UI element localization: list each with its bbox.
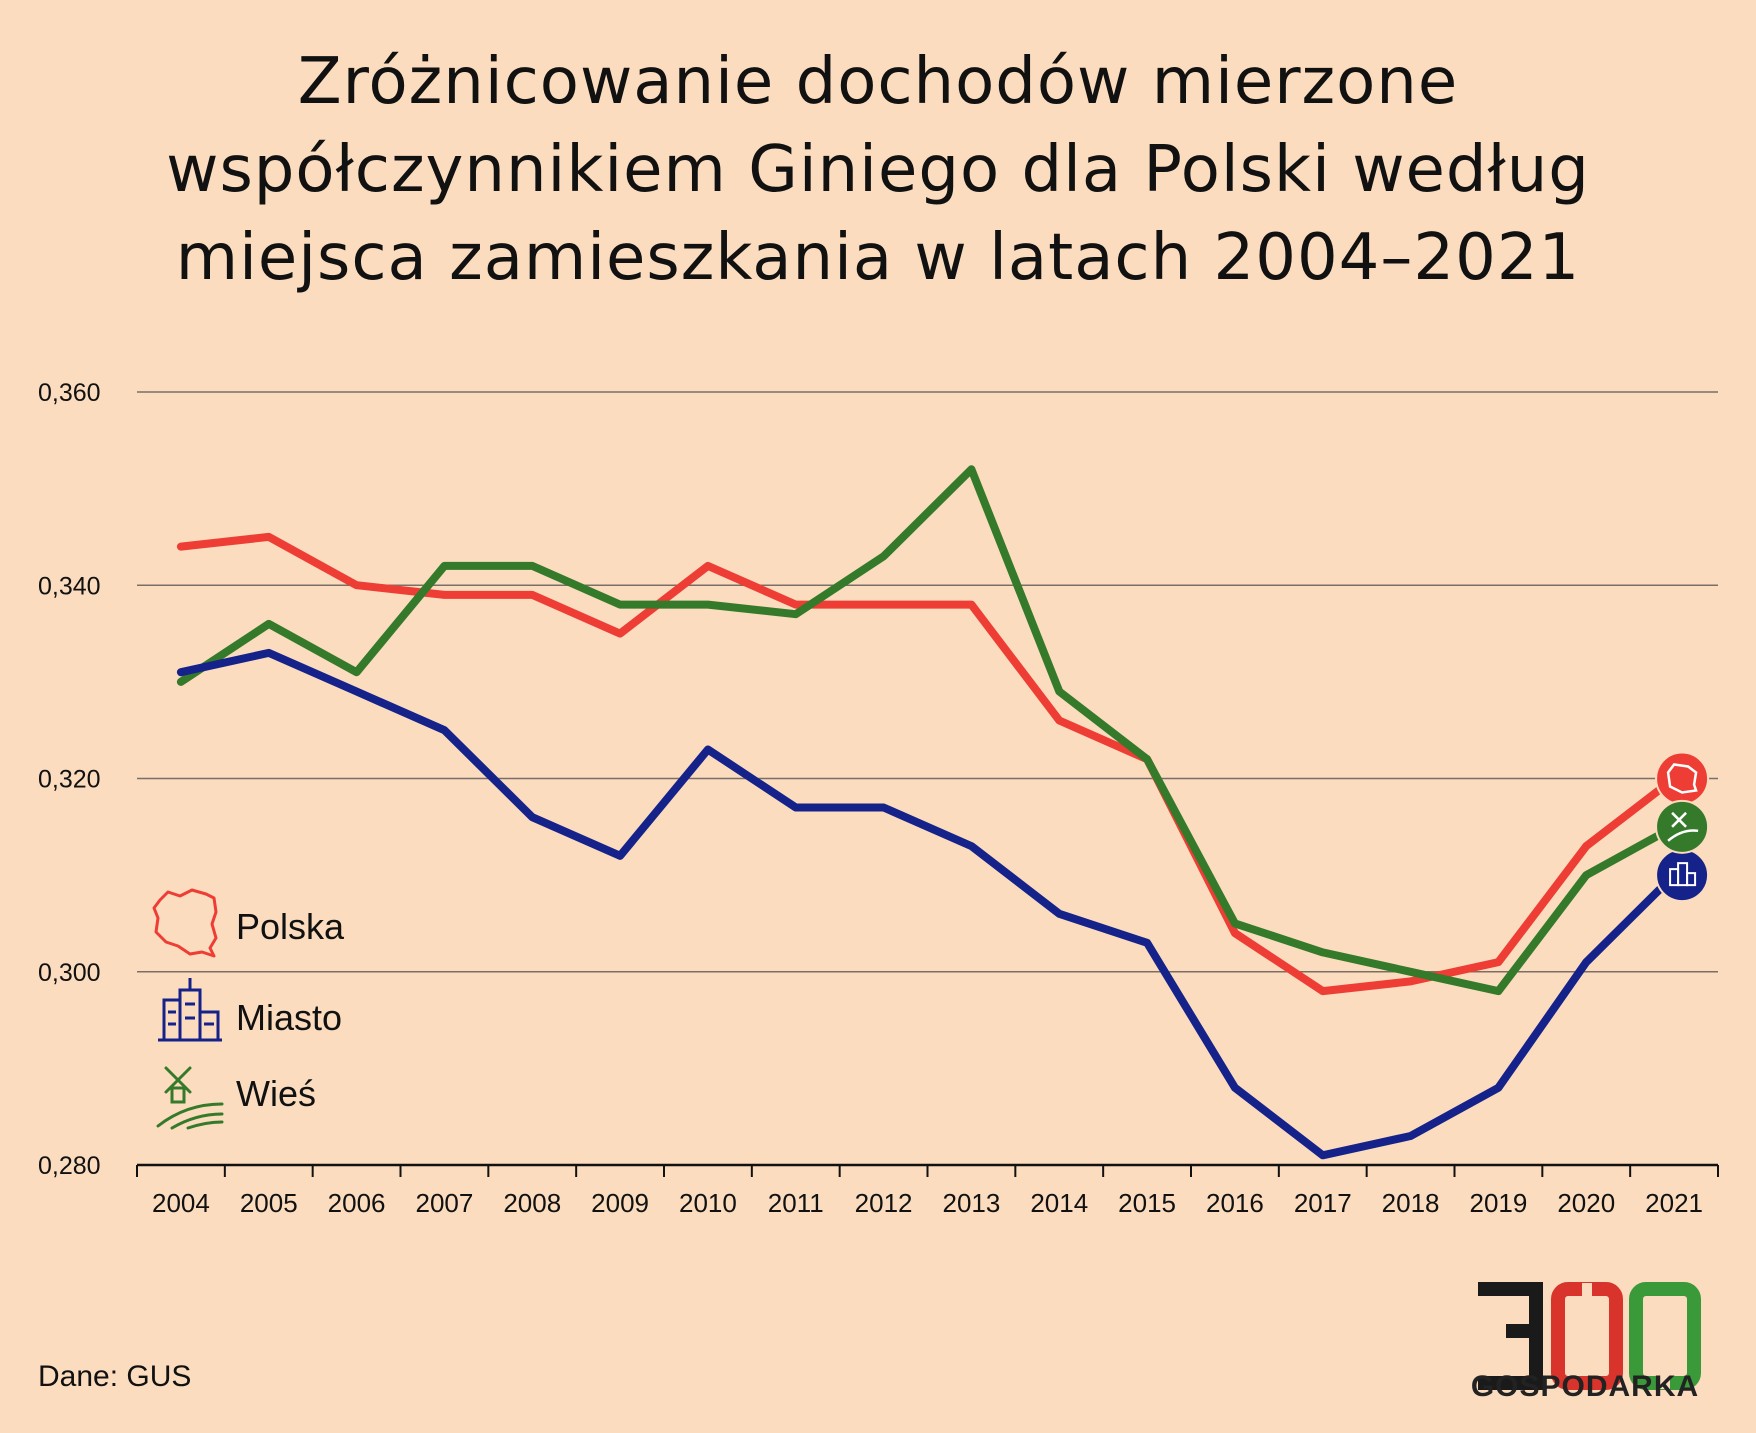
x-tick-label: 2012 [855, 1188, 913, 1218]
legend-item-wies: Wieś [156, 1066, 316, 1130]
y-tick-label: 0,320 [38, 766, 101, 794]
legend-label-wies: Wieś [236, 1073, 316, 1114]
x-tick-label: 2015 [1118, 1188, 1176, 1218]
x-tick-label: 2005 [240, 1188, 298, 1218]
title-line-2: współczynnikiem Giniego dla Polski wedłu… [166, 133, 1590, 207]
x-tick-label: 2008 [503, 1188, 561, 1218]
series-lines [176, 465, 1679, 1160]
y-tick-label: 0,280 [38, 1152, 101, 1180]
x-tick-label: 2010 [679, 1188, 737, 1218]
x-tick-label: 2014 [1030, 1188, 1088, 1218]
series-line-0 [176, 532, 1679, 996]
gridlines [137, 391, 1718, 973]
logo-subtitle: GOSPODARKA [1470, 1370, 1700, 1403]
poland-map-icon [152, 888, 218, 958]
logo-300-gospodarka [1478, 1282, 1701, 1390]
x-axis: 2004 2005 2006 2007 2008 2009 2010 2011 2012 2013… [136, 1163, 1719, 1218]
x-tick-label: 2007 [415, 1188, 473, 1218]
data-source: Dane: GUS [38, 1360, 192, 1393]
legend-item-polska: Polska [152, 888, 345, 958]
x-tick-label: 2019 [1469, 1188, 1527, 1218]
y-tick-label: 0,340 [38, 572, 101, 600]
x-tick-label: 2017 [1294, 1188, 1352, 1218]
windmill-field-icon [156, 1066, 224, 1130]
x-tick-label: 2004 [152, 1188, 210, 1218]
chart-title: Zróżnicowanie dochodów mierzone współczy… [0, 38, 1756, 302]
legend-item-miasto: Miasto [158, 978, 342, 1042]
x-tick-label: 2016 [1206, 1188, 1264, 1218]
legend-label-miasto: Miasto [236, 997, 342, 1038]
city-buildings-icon [158, 978, 222, 1042]
end-marker-poland-map-icon [1655, 751, 1710, 806]
legend: Polska Miasto [152, 888, 345, 1130]
x-tick-label: 2006 [328, 1188, 386, 1218]
end-marker-windmill-field-icon [1655, 799, 1710, 854]
y-tick-label: 0,300 [38, 959, 101, 987]
y-tick-label: 0,360 [38, 379, 101, 407]
title-line-3: miejsca zamieszkania w latach 2004–2021 [175, 221, 1581, 295]
x-tick-label: 2021 [1645, 1188, 1703, 1218]
x-tick-label: 2011 [768, 1188, 824, 1218]
series-end-markers [1655, 751, 1710, 903]
x-tick-label: 2020 [1557, 1188, 1615, 1218]
series-line-2 [176, 465, 1679, 996]
series-line-1 [176, 648, 1679, 1160]
x-tick-label: 2018 [1382, 1188, 1440, 1218]
end-marker-city-buildings-icon [1655, 848, 1710, 903]
x-tick-label: 2013 [942, 1188, 1000, 1218]
y-axis-tick-labels: 0,280 0,300 0,320 0,340 0,360 [38, 379, 101, 1180]
title-line-1: Zróżnicowanie dochodów mierzone [297, 45, 1459, 119]
x-tick-label: 2009 [591, 1188, 649, 1218]
legend-label-polska: Polska [236, 906, 345, 947]
